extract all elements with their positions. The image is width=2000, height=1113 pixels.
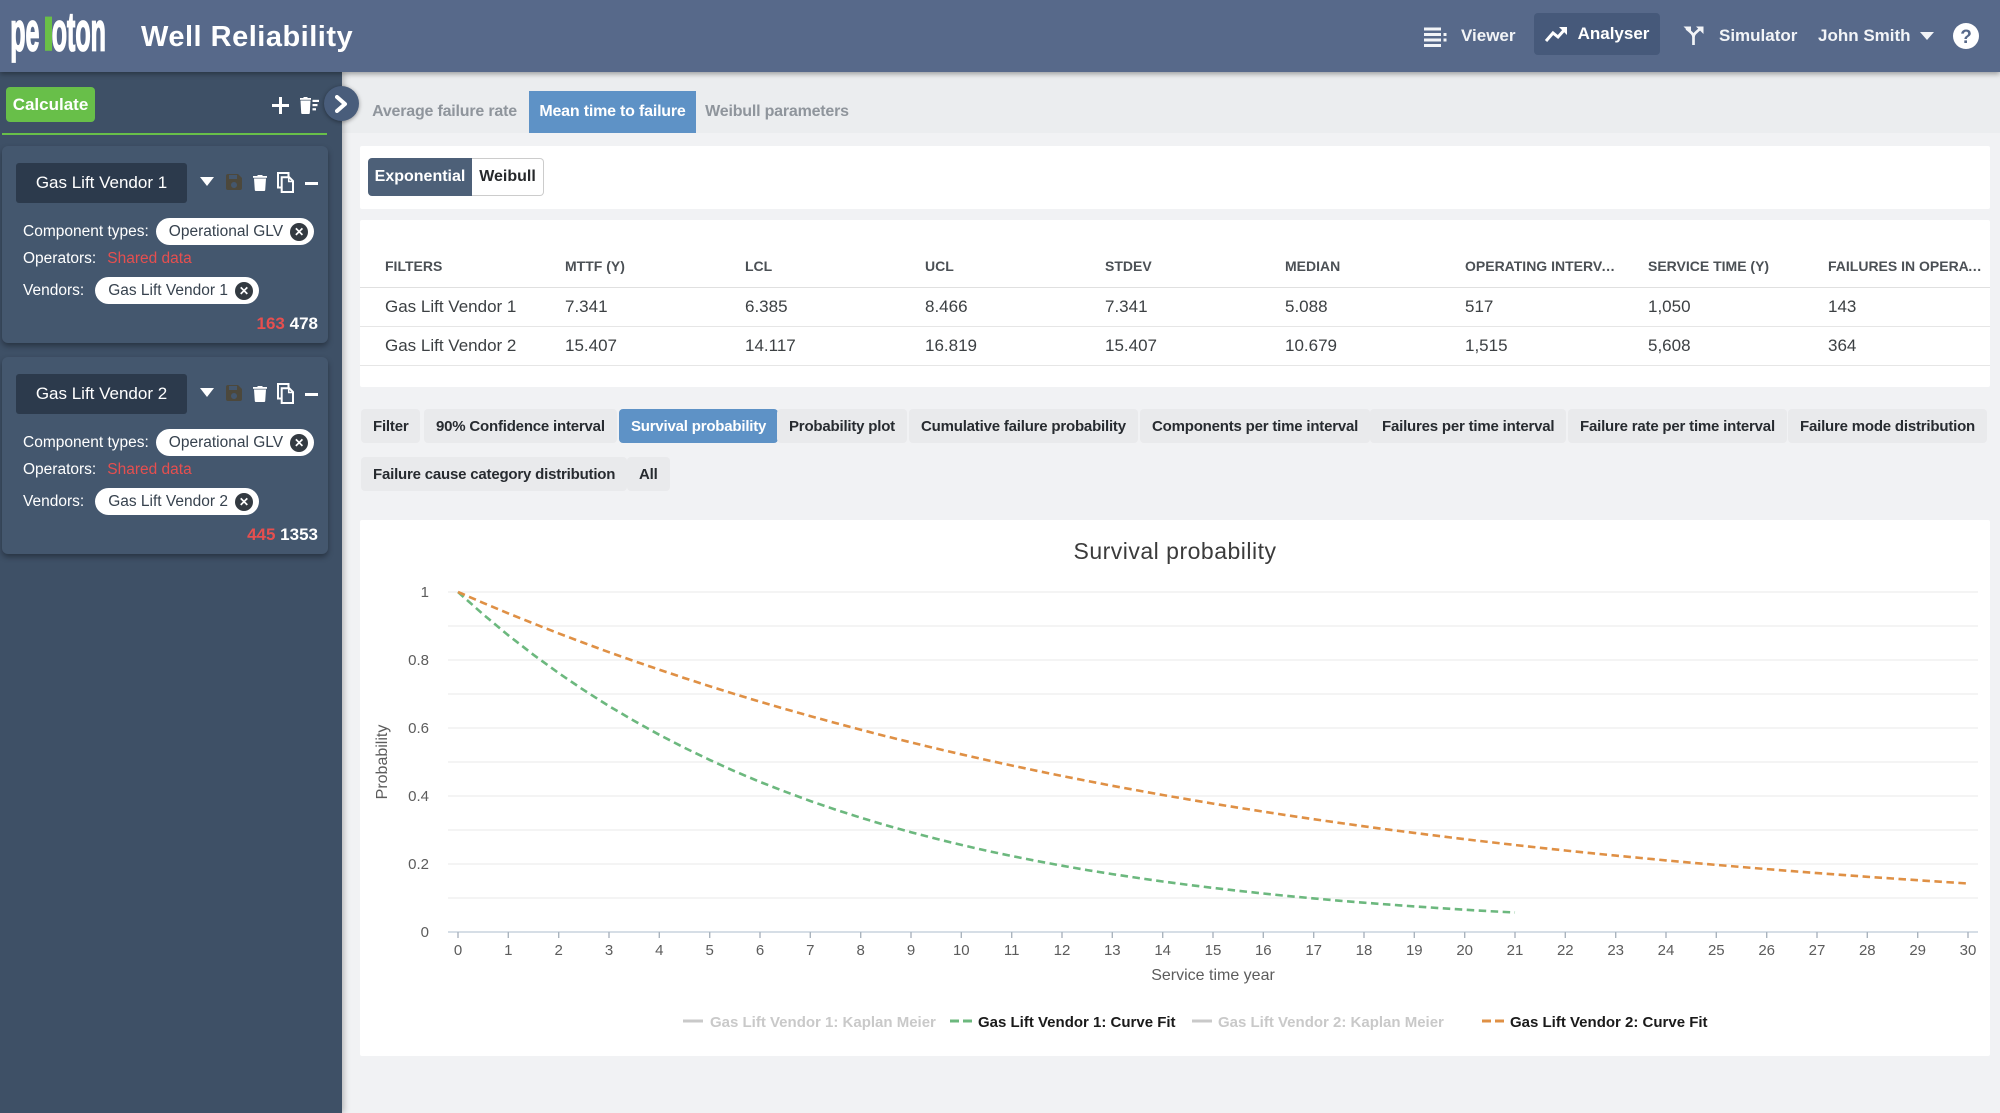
svg-text:11: 11 [1004, 942, 1020, 959]
svg-text:0.4: 0.4 [408, 788, 429, 805]
svg-text:8: 8 [857, 942, 865, 959]
svg-text:0: 0 [421, 924, 429, 941]
svg-text:25: 25 [1708, 942, 1725, 959]
svg-text:21: 21 [1507, 942, 1524, 959]
svg-text:2: 2 [555, 942, 563, 959]
svg-text:23: 23 [1607, 942, 1624, 959]
svg-text:5: 5 [706, 942, 714, 959]
svg-text:1: 1 [504, 942, 512, 959]
svg-text:?: ? [1960, 27, 1972, 48]
svg-text:Gas Lift Vendor 1: Curve Fit: Gas Lift Vendor 1: Curve Fit [978, 1014, 1176, 1031]
svg-text:0.6: 0.6 [408, 720, 429, 737]
svg-text:3: 3 [605, 942, 613, 959]
svg-text:Gas Lift Vendor 2: Curve Fit: Gas Lift Vendor 2: Curve Fit [1510, 1014, 1708, 1031]
svg-text:20: 20 [1456, 942, 1473, 959]
svg-text:28: 28 [1859, 942, 1876, 959]
svg-text:14: 14 [1154, 942, 1171, 959]
svg-text:0.8: 0.8 [408, 652, 429, 669]
svg-text:0.2: 0.2 [408, 856, 429, 873]
svg-text:10: 10 [953, 942, 970, 959]
svg-text:26: 26 [1758, 942, 1775, 959]
svg-text:4: 4 [655, 942, 663, 959]
svg-text:15: 15 [1205, 942, 1222, 959]
svg-text:13: 13 [1104, 942, 1121, 959]
svg-text:17: 17 [1305, 942, 1322, 959]
svg-text:22: 22 [1557, 942, 1574, 959]
svg-text:24: 24 [1658, 942, 1675, 959]
svg-text:16: 16 [1255, 942, 1272, 959]
svg-text:Gas Lift Vendor 2: Kaplan Meie: Gas Lift Vendor 2: Kaplan Meier [1218, 1014, 1444, 1031]
svg-text:Service time year: Service time year [1151, 967, 1275, 984]
svg-text:Probability: Probability [374, 725, 391, 800]
svg-text:9: 9 [907, 942, 915, 959]
svg-text:12: 12 [1054, 942, 1071, 959]
svg-text:oton: oton [52, 2, 106, 62]
svg-text:7: 7 [806, 942, 814, 959]
svg-text:18: 18 [1356, 942, 1373, 959]
svg-text:27: 27 [1809, 942, 1826, 959]
svg-text:6: 6 [756, 942, 764, 959]
svg-text:Gas Lift Vendor 1: Kaplan Meie: Gas Lift Vendor 1: Kaplan Meier [710, 1014, 936, 1031]
svg-text:19: 19 [1406, 942, 1423, 959]
svg-text:30: 30 [1960, 942, 1977, 959]
svg-text:pe: pe [10, 2, 39, 62]
svg-text:29: 29 [1909, 942, 1926, 959]
svg-text:1: 1 [421, 584, 429, 601]
svg-text:0: 0 [454, 942, 462, 959]
